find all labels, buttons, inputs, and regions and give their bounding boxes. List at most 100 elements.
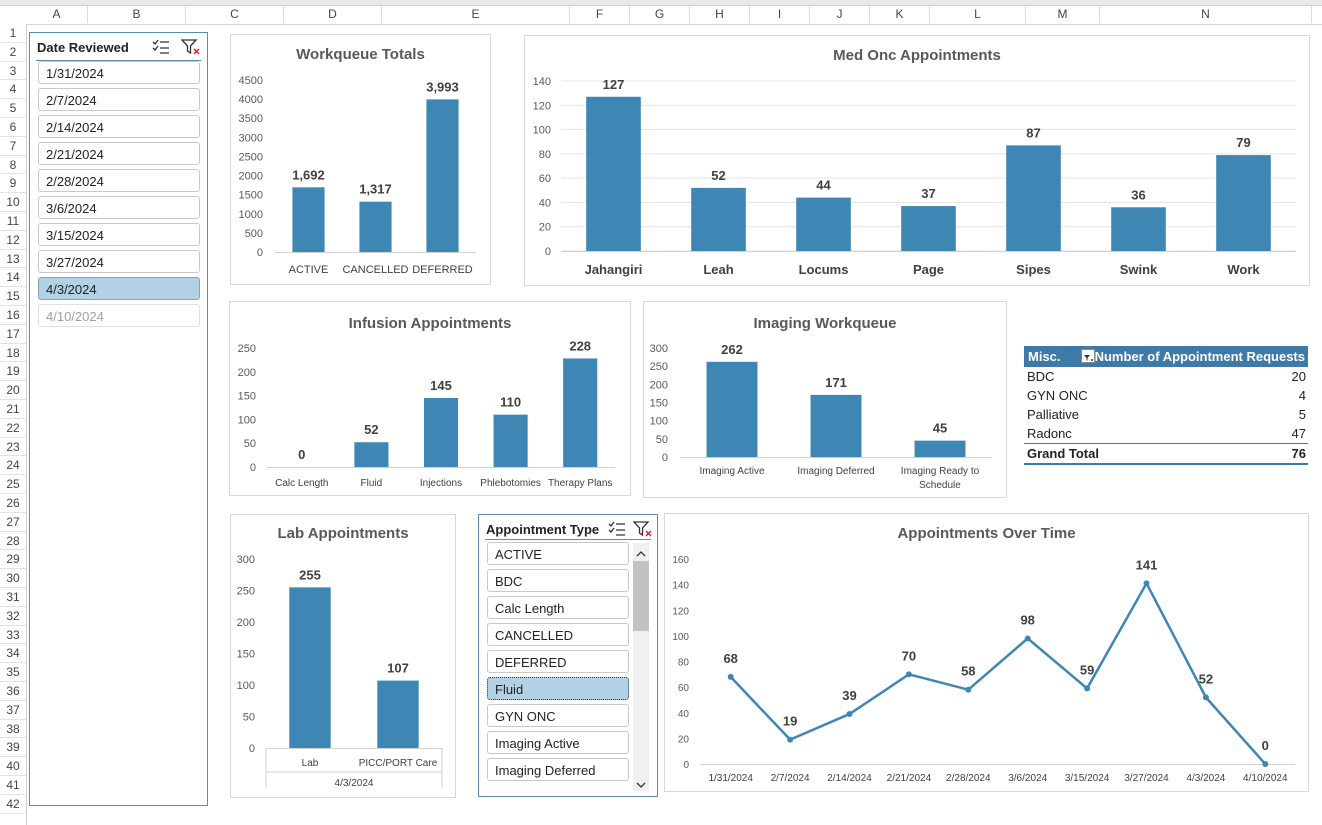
row-header-14[interactable]: 14 xyxy=(0,268,26,288)
data-label: 110 xyxy=(500,395,521,410)
slicer-item[interactable]: 2/21/2024 xyxy=(38,142,200,165)
row-header-28[interactable]: 28 xyxy=(0,532,26,551)
column-header-a[interactable]: A xyxy=(26,6,88,23)
row-header-41[interactable]: 41 xyxy=(0,776,26,795)
column-header-k[interactable]: K xyxy=(870,6,930,23)
row-header-19[interactable]: 19 xyxy=(0,362,26,382)
column-header-i[interactable]: I xyxy=(750,6,810,23)
filter-dropdown-icon[interactable] xyxy=(1081,349,1095,363)
column-header-j[interactable]: J xyxy=(810,6,870,23)
row-header-38[interactable]: 38 xyxy=(0,720,26,739)
slicer-item[interactable]: 3/27/2024 xyxy=(38,250,200,273)
slicer-item[interactable]: 3/6/2024 xyxy=(38,196,200,219)
slicer-item[interactable]: 3/15/2024 xyxy=(38,223,200,246)
row-header-42[interactable]: 42 xyxy=(0,795,26,814)
multi-select-icon[interactable] xyxy=(151,38,171,56)
row-header-25[interactable]: 25 xyxy=(0,475,26,494)
row-header-16[interactable]: 16 xyxy=(0,306,26,325)
row-header-5[interactable]: 5 xyxy=(0,99,26,118)
clear-filter-icon[interactable] xyxy=(632,520,653,538)
y-tick-label: 80 xyxy=(678,658,690,669)
slicer-item[interactable]: DEFERRED xyxy=(487,650,629,673)
row-header-26[interactable]: 26 xyxy=(0,494,26,513)
multi-select-icon[interactable] xyxy=(607,520,627,538)
pivot-row-value: 4 xyxy=(1298,388,1306,403)
row-header-24[interactable]: 24 xyxy=(0,456,26,476)
slicer-title: Appointment Type xyxy=(486,522,600,537)
data-point xyxy=(1202,694,1209,701)
row-header-13[interactable]: 13 xyxy=(0,250,26,269)
column-header-d[interactable]: D xyxy=(284,6,382,23)
row-header-29[interactable]: 29 xyxy=(0,550,26,570)
slicer-item[interactable]: Imaging Deferred xyxy=(487,758,629,781)
slicer-item[interactable]: Imaging Active xyxy=(487,731,629,754)
pivot-row-label: BDC xyxy=(1027,369,1055,384)
data-label: 3,993 xyxy=(426,79,459,94)
row-header-3[interactable]: 3 xyxy=(0,62,26,81)
x-tick-label: PICC/PORT Care xyxy=(359,758,438,769)
slicer-item[interactable]: Calc Length xyxy=(487,596,629,619)
row-header-32[interactable]: 32 xyxy=(0,607,26,626)
slicer-item[interactable]: 4/3/2024 xyxy=(38,277,200,300)
column-header-n[interactable]: N xyxy=(1100,6,1312,23)
row-header-12[interactable]: 12 xyxy=(0,231,26,250)
row-header-8[interactable]: 8 xyxy=(0,156,26,175)
row-header-40[interactable]: 40 xyxy=(0,757,26,776)
row-header-36[interactable]: 36 xyxy=(0,682,26,701)
column-header-l[interactable]: L xyxy=(930,6,1026,23)
row-header-22[interactable]: 22 xyxy=(0,419,26,438)
slicer-item[interactable]: CANCELLED xyxy=(487,623,629,646)
row-header-23[interactable]: 23 xyxy=(0,438,26,457)
row-header-7[interactable]: 7 xyxy=(0,137,26,156)
x-tick-label: 2/21/2024 xyxy=(887,773,932,784)
row-header-9[interactable]: 9 xyxy=(0,174,26,194)
slicer-item[interactable]: ACTIVE xyxy=(487,542,629,565)
scroll-thumb[interactable] xyxy=(633,561,649,631)
y-tick-label: 4500 xyxy=(239,75,263,87)
slicer-item[interactable]: 1/31/2024 xyxy=(38,61,200,84)
column-header-c[interactable]: C xyxy=(186,6,284,23)
row-header-20[interactable]: 20 xyxy=(0,381,26,400)
slicer-item[interactable]: GYN ONC xyxy=(487,704,629,727)
scroll-up-icon[interactable] xyxy=(636,546,646,557)
row-header-33[interactable]: 33 xyxy=(0,626,26,645)
slicer-item[interactable]: 2/14/2024 xyxy=(38,115,200,138)
row-header-11[interactable]: 11 xyxy=(0,212,26,231)
data-label: 0 xyxy=(1262,738,1269,753)
bar-lab xyxy=(289,587,331,748)
pivot-row: Palliative 5 xyxy=(1024,405,1308,424)
row-header-39[interactable]: 39 xyxy=(0,738,26,758)
slicer-item[interactable]: 2/28/2024 xyxy=(38,169,200,192)
column-header-h[interactable]: H xyxy=(690,6,750,23)
slicer-item[interactable]: 4/10/2024 xyxy=(38,304,200,327)
slicer-item[interactable]: Fluid xyxy=(487,677,629,700)
row-header-1[interactable]: 1 xyxy=(0,24,26,43)
row-header-4[interactable]: 4 xyxy=(0,80,26,100)
row-header-30[interactable]: 30 xyxy=(0,569,26,588)
row-header-18[interactable]: 18 xyxy=(0,344,26,363)
column-header-f[interactable]: F xyxy=(570,6,630,23)
slicer-item[interactable]: 2/7/2024 xyxy=(38,88,200,111)
row-header-34[interactable]: 34 xyxy=(0,644,26,664)
slicer-item[interactable]: BDC xyxy=(487,569,629,592)
row-header-31[interactable]: 31 xyxy=(0,588,26,607)
scroll-down-icon[interactable] xyxy=(636,777,646,788)
row-header-17[interactable]: 17 xyxy=(0,325,26,344)
row-header-35[interactable]: 35 xyxy=(0,663,26,682)
row-header-27[interactable]: 27 xyxy=(0,513,26,532)
row-header-21[interactable]: 21 xyxy=(0,400,26,419)
y-tick-label: 100 xyxy=(238,414,256,426)
column-header-b[interactable]: B xyxy=(88,6,186,23)
row-header-6[interactable]: 6 xyxy=(0,118,26,137)
x-tick-label: 2/28/2024 xyxy=(946,773,991,784)
clear-filter-icon[interactable] xyxy=(180,38,201,56)
pivot-row-label-header: Misc. xyxy=(1028,349,1061,364)
row-header-15[interactable]: 15 xyxy=(0,287,26,306)
slicer-scrollbar[interactable] xyxy=(633,543,649,791)
row-header-2[interactable]: 2 xyxy=(0,43,26,62)
column-header-m[interactable]: M xyxy=(1026,6,1100,23)
row-header-37[interactable]: 37 xyxy=(0,701,26,720)
column-header-e[interactable]: E xyxy=(382,6,570,23)
row-header-10[interactable]: 10 xyxy=(0,193,26,212)
column-header-g[interactable]: G xyxy=(630,6,690,23)
